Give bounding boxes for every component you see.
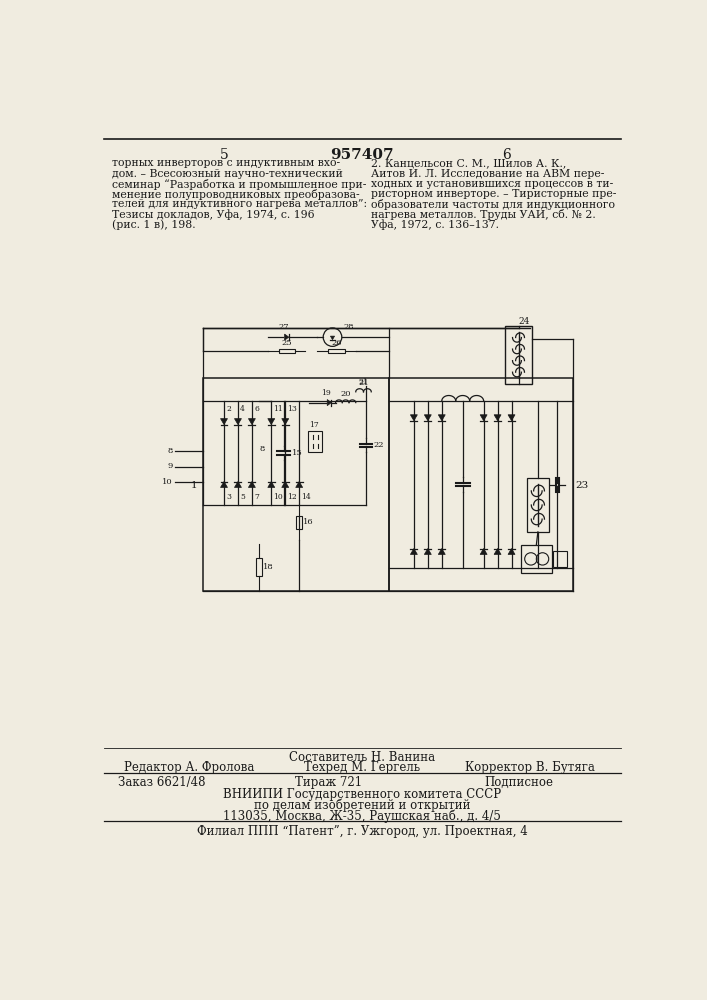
Text: 25: 25 (281, 339, 292, 347)
Bar (203, 378, 389, 591)
Bar (256, 558, 262, 576)
Text: 10: 10 (274, 493, 284, 501)
Polygon shape (410, 415, 417, 421)
Polygon shape (438, 549, 445, 554)
Text: торных инверторов с индуктивным вхо-: торных инверторов с индуктивным вхо- (112, 158, 340, 168)
Text: по делам изобретений и открытий: по делам изобретений и открытий (254, 798, 470, 812)
Bar (296, 516, 302, 529)
Text: 23: 23 (575, 481, 588, 490)
Text: 113035, Москва, Ж-35, Раушская наб., д. 4/5: 113035, Москва, Ж-35, Раушская наб., д. … (223, 809, 501, 823)
Text: 5: 5 (220, 148, 228, 162)
Text: 22: 22 (374, 441, 384, 449)
Text: 6: 6 (255, 405, 259, 413)
Text: 27: 27 (279, 323, 289, 331)
Text: ходных и установившихся процессов в ти-: ходных и установившихся процессов в ти- (371, 179, 614, 189)
Polygon shape (281, 419, 288, 425)
Text: нагрева металлов. Труды УАИ, сб. № 2.: нагрева металлов. Труды УАИ, сб. № 2. (371, 209, 596, 220)
Polygon shape (285, 334, 288, 340)
Text: образователи частоты для индукционного: образователи частоты для индукционного (371, 199, 615, 210)
Polygon shape (268, 419, 275, 425)
Polygon shape (281, 482, 288, 487)
Text: ристорном инверторе. – Тиристорные пре-: ристорном инверторе. – Тиристорные пре- (371, 189, 617, 199)
Polygon shape (508, 549, 515, 554)
Bar (389, 378, 573, 591)
Polygon shape (235, 482, 241, 487)
Polygon shape (268, 482, 275, 487)
Bar (308, 431, 322, 452)
Text: дом. – Всесоюзный научно-технический: дом. – Всесоюзный научно-технический (112, 169, 342, 179)
Polygon shape (494, 415, 501, 421)
Text: Заказ 6621/48: Заказ 6621/48 (118, 776, 206, 789)
Bar (521, 545, 552, 573)
Text: 13: 13 (288, 405, 298, 413)
Text: Составитель Н. Ванина: Составитель Н. Ванина (289, 751, 435, 764)
Polygon shape (235, 419, 241, 425)
Text: Подписное: Подписное (484, 776, 553, 789)
Polygon shape (330, 336, 334, 340)
Text: 16: 16 (303, 518, 314, 526)
Text: 957407: 957407 (330, 148, 394, 162)
Text: 2: 2 (226, 405, 231, 413)
Text: Тираж 721: Тираж 721 (295, 776, 362, 789)
Text: Редактор А. Фролова: Редактор А. Фролова (124, 761, 255, 774)
Text: 21: 21 (358, 378, 368, 386)
Text: 10: 10 (162, 478, 173, 486)
Polygon shape (480, 415, 487, 421)
Bar (328, 349, 344, 353)
Polygon shape (327, 400, 332, 406)
Text: Аитов И. Л. Исследование на АВМ пере-: Аитов И. Л. Исследование на АВМ пере- (371, 169, 604, 179)
Text: 14: 14 (301, 493, 311, 501)
Polygon shape (508, 415, 515, 421)
Polygon shape (480, 549, 487, 554)
Polygon shape (221, 419, 228, 425)
Polygon shape (296, 482, 303, 487)
Text: телей для индуктивного нагрева металлов”:: телей для индуктивного нагрева металлов”… (112, 199, 367, 209)
Text: 17: 17 (309, 421, 319, 429)
Text: Филиал ППП “Патент”, г. Ужгород, ул. Проектная, 4: Филиал ППП “Патент”, г. Ужгород, ул. Про… (197, 825, 527, 838)
Polygon shape (248, 419, 255, 425)
Text: 12: 12 (288, 493, 298, 501)
Bar (279, 349, 295, 353)
Text: Тезисы докладов, Уфа, 1974, с. 196: Тезисы докладов, Уфа, 1974, с. 196 (112, 209, 314, 220)
Text: 4: 4 (240, 405, 245, 413)
Text: 18: 18 (263, 563, 274, 571)
Text: 28: 28 (344, 323, 354, 331)
Bar (527, 478, 549, 532)
Text: 24: 24 (518, 317, 530, 326)
Polygon shape (424, 549, 431, 554)
Polygon shape (221, 482, 228, 487)
Text: 20: 20 (341, 390, 351, 398)
Text: менение полупроводниковых преобразова-: менение полупроводниковых преобразова- (112, 189, 359, 200)
Text: 2. Канцельсон С. М., Шилов А. К.,: 2. Канцельсон С. М., Шилов А. К., (371, 158, 566, 168)
Text: Техред М. Гергель: Техред М. Гергель (304, 761, 420, 774)
Text: 15: 15 (291, 449, 303, 457)
Polygon shape (410, 549, 417, 554)
Polygon shape (248, 482, 255, 487)
Polygon shape (494, 549, 501, 554)
Bar (554, 551, 567, 567)
Text: Корректор В. Бутяга: Корректор В. Бутяга (465, 761, 595, 774)
Text: 9: 9 (168, 462, 173, 471)
Text: 6: 6 (503, 148, 511, 162)
Text: 7: 7 (255, 493, 259, 501)
Text: 19: 19 (321, 389, 330, 397)
Polygon shape (424, 415, 431, 421)
Text: 21: 21 (358, 379, 369, 387)
Text: 8: 8 (168, 447, 173, 455)
Text: 1: 1 (191, 481, 198, 490)
Polygon shape (438, 415, 445, 421)
Text: 5: 5 (240, 493, 245, 501)
Text: 3: 3 (226, 493, 231, 501)
Text: 11: 11 (274, 405, 284, 413)
Text: ВНИИПИ Государственного комитета СССР: ВНИИПИ Государственного комитета СССР (223, 788, 501, 801)
Bar (505, 326, 532, 384)
Text: Уфа, 1972, с. 136–137.: Уфа, 1972, с. 136–137. (371, 219, 499, 230)
Text: 8: 8 (259, 445, 265, 453)
Text: (рис. 1 в), 198.: (рис. 1 в), 198. (112, 219, 195, 230)
Text: семинар “Разработка и промышленное при-: семинар “Разработка и промышленное при- (112, 179, 366, 190)
Text: 26: 26 (331, 339, 341, 347)
